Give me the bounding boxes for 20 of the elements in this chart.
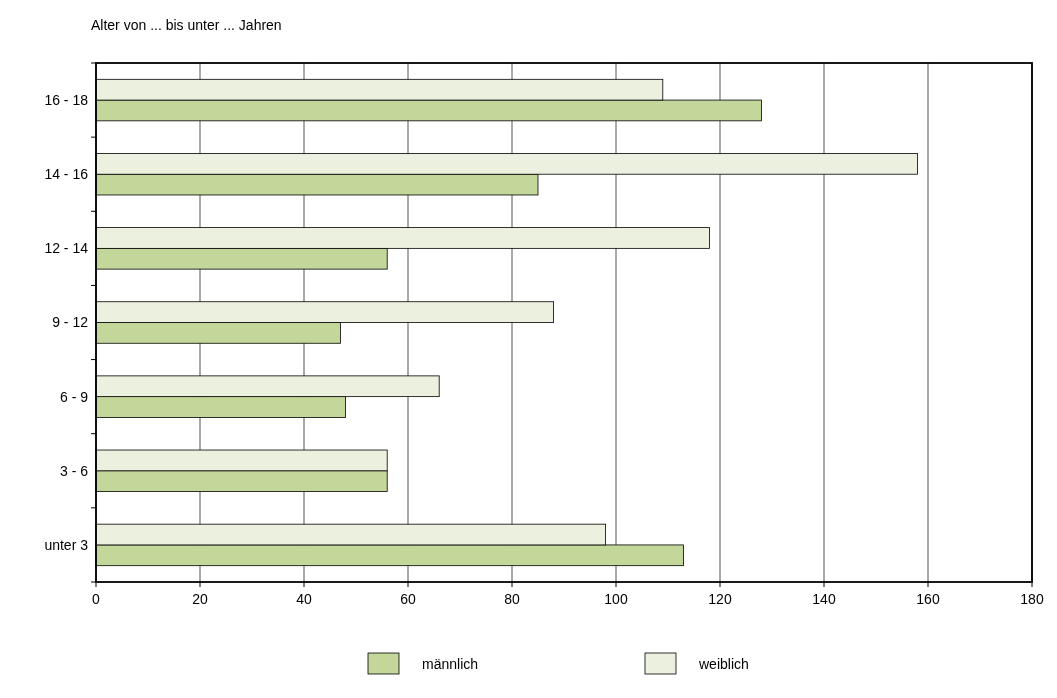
legend-label: männlich xyxy=(422,656,479,672)
x-tick-label: 80 xyxy=(504,591,520,607)
x-tick-label: 0 xyxy=(92,591,101,607)
x-tick-label: 100 xyxy=(604,591,628,607)
y-tick-label: 14 - 16 xyxy=(44,166,89,183)
y-tick-label: unter 3 xyxy=(44,536,89,553)
x-tick-label: 160 xyxy=(916,591,940,607)
y-tick-label: 16 - 18 xyxy=(44,91,89,108)
legend-label: weiblich xyxy=(698,656,749,672)
y-tick-label: 3 - 6 xyxy=(59,462,89,479)
x-tick-label: 40 xyxy=(296,591,312,607)
x-tick-label: 180 xyxy=(1020,591,1044,607)
y-axis-title: Alter von ... bis unter ... Jahren xyxy=(91,17,282,33)
x-tick-label: 120 xyxy=(708,591,732,607)
x-tick-label: 60 xyxy=(400,591,416,607)
x-tick-label: 140 xyxy=(812,591,836,607)
y-tick-label: 6 - 9 xyxy=(59,388,89,405)
y-tick-label: 9 - 12 xyxy=(52,314,89,331)
y-tick-label: 12 - 14 xyxy=(44,240,89,257)
x-tick-label: 20 xyxy=(192,591,208,607)
